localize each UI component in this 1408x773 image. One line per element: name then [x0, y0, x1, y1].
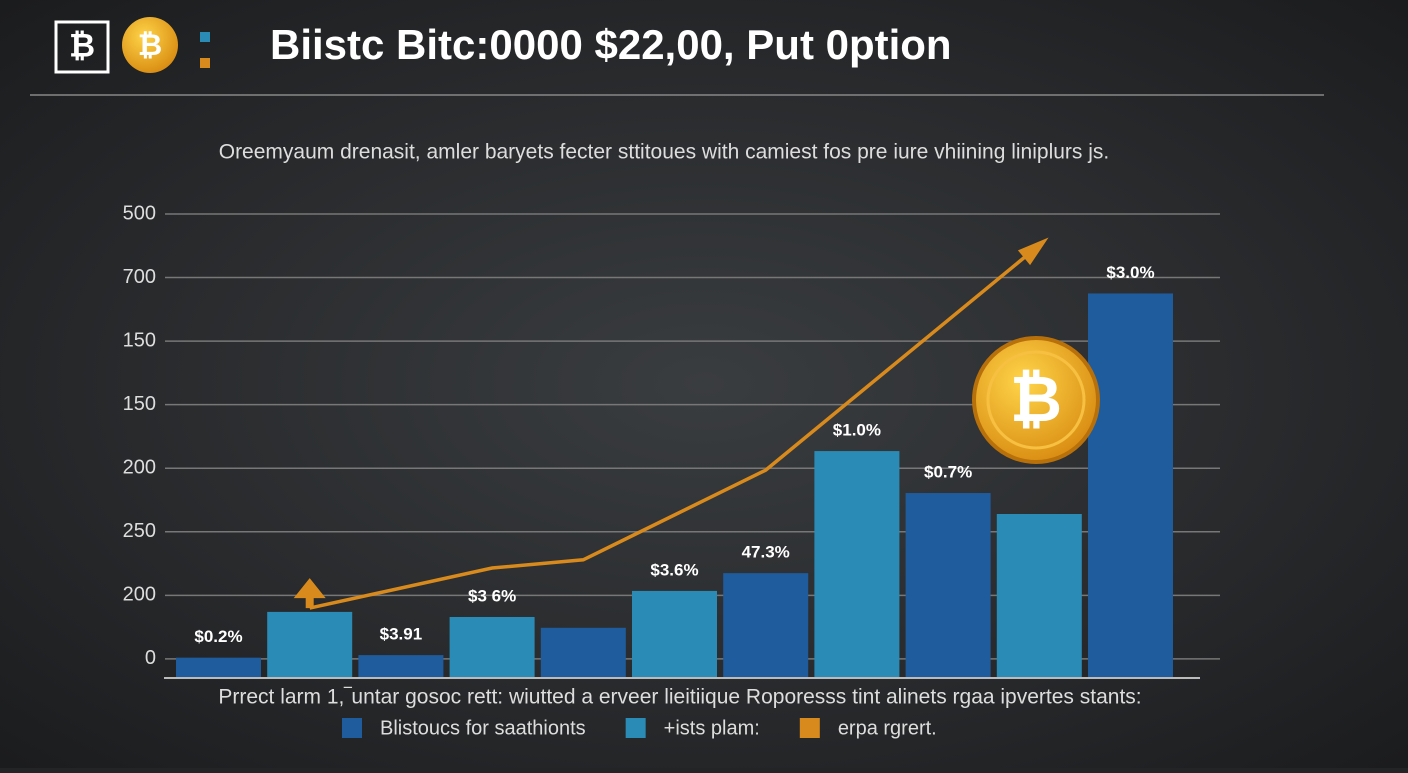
bar-label: $0.7% [924, 463, 972, 482]
bar [723, 573, 809, 678]
bar-label: $3 6% [468, 586, 516, 605]
trend-line [309, 243, 1041, 610]
coin-symbol: ₿ [1010, 363, 1062, 435]
bar [267, 611, 353, 678]
bar [905, 493, 991, 678]
bar [1088, 293, 1173, 678]
bar-label: $3.0% [1106, 263, 1154, 282]
bar-label: 47.3% [742, 543, 790, 562]
subtitle: Oreemyaum drenasit, amler baryets fecter… [219, 141, 1110, 164]
logo-icon: ₿ [69, 27, 95, 63]
bar-label: $3.91 [380, 625, 423, 644]
coin-icon [122, 17, 178, 73]
y-tick-label: 500 [123, 202, 156, 224]
y-tick-label: 150 [123, 329, 156, 351]
caption: Prrect larm 1,‾untar gosoc rett: wiutted… [218, 686, 1141, 709]
bar [996, 514, 1082, 678]
legend-swatch [625, 718, 646, 738]
logo-box [54, 20, 110, 74]
bar-label: $0.2% [194, 627, 242, 646]
dot [200, 58, 210, 68]
legend: Blistoucs for saathionts +ists plam: erpa … [342, 717, 937, 739]
legend-swatch [342, 718, 362, 738]
bar [358, 655, 444, 678]
y-tick-label: 150 [123, 393, 156, 415]
y-tick-label: 700 [123, 266, 156, 288]
chart-title: Biistc Bitc:0000 $22,00, Put 0ption [270, 21, 952, 68]
y-tick-label: 250 [123, 520, 156, 542]
coin-symbol: ₿ [138, 29, 162, 62]
coin-decoration [972, 336, 1100, 464]
trend-arrowhead [1017, 237, 1049, 266]
bar-label: $3.6% [650, 560, 698, 579]
bar [449, 616, 535, 678]
dot [200, 32, 210, 42]
y-tick-label: 0 [145, 647, 156, 669]
bar [814, 451, 900, 678]
plot: 0 200 250 200 150 150 700 500 $0.2% $3.91 $3 6% $3.… [123, 202, 1220, 678]
legend-label: erpa rgrert. [838, 717, 937, 739]
y-tick-label: 200 [123, 584, 156, 606]
coin-ring [986, 350, 1086, 450]
bar-label: $1.0% [833, 421, 881, 440]
legend-label: Blistoucs for saathionts [380, 717, 586, 739]
bar [540, 627, 626, 678]
start-arrow [293, 578, 326, 609]
legend-swatch [799, 718, 820, 738]
bar [632, 590, 717, 678]
y-tick-label: 200 [123, 457, 156, 479]
legend-label: +ists plam: [664, 717, 760, 739]
bar [176, 657, 261, 678]
